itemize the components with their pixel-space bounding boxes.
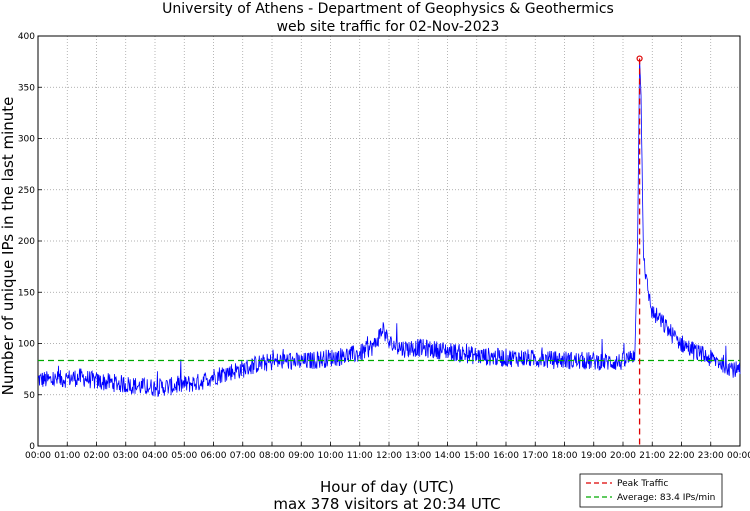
chart-subtitle: web site traffic for 02-Nov-2023 bbox=[277, 19, 500, 35]
y-tick-label: 100 bbox=[18, 340, 35, 350]
x-tick-label: 00:00 bbox=[25, 451, 51, 461]
x-tick-label: 17:00 bbox=[522, 451, 548, 461]
legend-peak-label: Peak Traffic bbox=[617, 479, 668, 489]
x-tick-label: 10:00 bbox=[318, 451, 344, 461]
x-tick-label: 23:00 bbox=[698, 451, 724, 461]
x-tick-label: 20:00 bbox=[610, 451, 636, 461]
x-tick-label: 14:00 bbox=[435, 451, 461, 461]
y-axis: 0 50 100 150 200 250 300 350 400 bbox=[18, 32, 42, 452]
y-axis-label: Number of unique IPs in the last minute bbox=[0, 97, 17, 396]
x-tick-label: 00:00 bbox=[727, 451, 750, 461]
y-tick-label: 300 bbox=[18, 135, 35, 145]
series-traffic bbox=[37, 58, 741, 397]
x-tick-label: 09:00 bbox=[288, 451, 314, 461]
legend-box bbox=[579, 473, 723, 508]
y-tick-label: 250 bbox=[18, 186, 35, 196]
x-tick-label: 07:00 bbox=[230, 451, 256, 461]
x-tick-label: 21:00 bbox=[639, 451, 665, 461]
y-tick-label: 200 bbox=[18, 237, 35, 247]
legend-average-label: Average: 83.4 IPs/min bbox=[617, 493, 715, 503]
x-tick-label: 18:00 bbox=[552, 451, 578, 461]
x-tick-label: 08:00 bbox=[259, 451, 285, 461]
x-tick-label: 04:00 bbox=[142, 451, 168, 461]
x-tick-label: 13:00 bbox=[405, 451, 431, 461]
chart-title: University of Athens - Department of Geo… bbox=[162, 1, 614, 17]
x-tick-label: 03:00 bbox=[113, 451, 139, 461]
x-tick-label: 15:00 bbox=[464, 451, 490, 461]
x-tick-label: 19:00 bbox=[581, 451, 607, 461]
x-tick-label: 11:00 bbox=[347, 451, 373, 461]
x-axis-label: Hour of day (UTC) bbox=[320, 478, 454, 496]
x-tick-label: 02:00 bbox=[84, 451, 110, 461]
x-tick-label: 12:00 bbox=[376, 451, 402, 461]
grid bbox=[38, 36, 740, 446]
y-tick-label: 400 bbox=[18, 32, 35, 42]
x-tick-label: 16:00 bbox=[493, 451, 519, 461]
x-tick-label: 01:00 bbox=[54, 451, 80, 461]
max-visitors-caption: max 378 visitors at 20:34 UTC bbox=[273, 495, 500, 511]
y-tick-label: 50 bbox=[24, 391, 36, 401]
y-tick-label: 350 bbox=[18, 83, 35, 93]
y-tick-label: 150 bbox=[18, 288, 35, 298]
traffic-line bbox=[37, 58, 741, 397]
x-tick-label: 06:00 bbox=[201, 451, 227, 461]
y-tick-label: 0 bbox=[29, 442, 35, 452]
peak-marker bbox=[636, 55, 643, 62]
x-axis: 00:00 01:00 02:00 03:00 04:00 05:00 06:00 07:00… bbox=[25, 442, 750, 461]
legend: Peak Traffic Average: 83.4 IPs/min bbox=[579, 473, 723, 508]
x-tick-label: 05:00 bbox=[171, 451, 197, 461]
x-tick-label: 22:00 bbox=[669, 451, 695, 461]
